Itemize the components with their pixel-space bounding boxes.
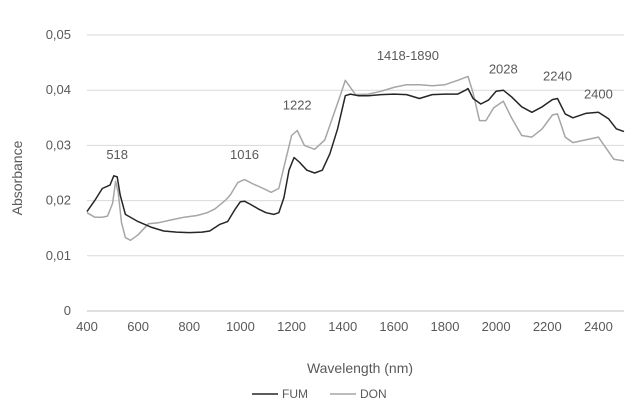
legend-label-don: DON (360, 387, 387, 401)
x-tick-label: 400 (76, 319, 98, 334)
peak-label: 2028 (489, 62, 518, 77)
series-line-don (86, 75, 625, 242)
y-tick-labels: 0 0,01 0,02 0,03 0,04 0,05 (46, 27, 71, 318)
peak-annotations: 518 1016 1222 1418-1890 2028 2240 2400 (106, 48, 613, 162)
x-axis-title: Wavelength (nm) (307, 360, 413, 376)
peak-label: 2400 (584, 86, 613, 101)
y-tick-label: 0,01 (46, 248, 71, 263)
peak-label: 1222 (283, 98, 312, 113)
peak-label: 2240 (543, 68, 572, 83)
x-tick-label: 600 (127, 319, 149, 334)
x-tick-label: 800 (178, 319, 200, 334)
x-tick-label: 1000 (226, 319, 255, 334)
horizontal-gridlines (87, 34, 624, 312)
y-tick-label: 0,04 (46, 82, 71, 97)
x-tick-label: 1200 (277, 319, 306, 334)
legend-label-fum: FUM (282, 387, 308, 401)
y-tick-label: 0 (64, 303, 71, 318)
legend: FUM DON (252, 387, 387, 401)
x-tick-label: 2000 (482, 319, 511, 334)
y-tick-label: 0,02 (46, 193, 71, 208)
peak-label: 1418-1890 (377, 48, 439, 63)
x-tick-labels: 400 600 800 1000 1200 1400 1600 1800 2000 2200 240… (76, 319, 613, 334)
x-tick-label: 1600 (379, 319, 408, 334)
series-line-fum (86, 87, 625, 234)
y-tick-label: 0,05 (46, 27, 71, 42)
x-tick-label: 2200 (533, 319, 562, 334)
y-tick-label: 0,03 (46, 137, 71, 152)
peak-label: 518 (106, 147, 128, 162)
x-tick-label: 1400 (328, 319, 357, 334)
x-tick-label: 2400 (584, 319, 613, 334)
x-tick-label: 1800 (431, 319, 460, 334)
y-axis-title: Absorbance (9, 140, 25, 215)
peak-label: 1016 (230, 147, 259, 162)
series-lines (86, 75, 625, 242)
